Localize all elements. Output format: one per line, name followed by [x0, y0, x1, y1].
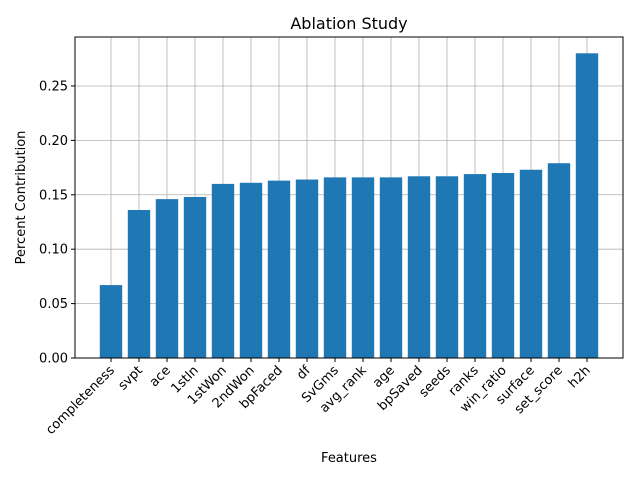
bar-age: [379, 177, 403, 358]
bar-1stWon: [211, 183, 235, 358]
y-axis-label: Percent Contribution: [14, 131, 29, 265]
bar-svpt: [127, 210, 151, 358]
bar-2ndWon: [239, 182, 263, 358]
x-tick-label: svpt: [116, 363, 146, 393]
bar-seeds: [435, 176, 459, 358]
bar-set_score: [547, 163, 571, 358]
x-axis-label: Features: [321, 451, 377, 466]
x-tick-label: seeds: [416, 363, 453, 400]
bar-h2h: [575, 53, 599, 359]
y-tick-label: 0.05: [39, 297, 68, 312]
bar-surface: [519, 169, 543, 358]
bar-group: [99, 53, 599, 359]
bar-bpFaced: [267, 180, 291, 358]
bar-ace: [155, 199, 179, 358]
y-axis-ticks: 0.00 0.05 0.10 0.15 0.20 0.25: [39, 79, 75, 367]
y-tick-label: 0.25: [39, 79, 68, 94]
bar-SvGms: [323, 177, 347, 358]
bar-ranks: [463, 174, 487, 358]
bar-1stIn: [183, 196, 207, 358]
x-tick-label: df: [294, 363, 314, 383]
chart-title: Ablation Study: [290, 14, 407, 33]
y-tick-label: 0.15: [39, 188, 68, 203]
x-tick-label: completeness: [43, 363, 118, 438]
bar-win_ratio: [491, 173, 515, 358]
y-tick-label: 0.00: [39, 352, 68, 367]
x-tick-label: h2h: [566, 363, 594, 391]
y-tick-label: 0.20: [39, 134, 68, 149]
plot-frame: [74, 36, 624, 359]
bar-bpSaved: [407, 176, 431, 358]
bar-avg_rank: [351, 177, 375, 358]
bar-df: [295, 179, 319, 358]
y-tick-label: 0.10: [39, 243, 68, 258]
bar-completeness: [99, 285, 123, 358]
